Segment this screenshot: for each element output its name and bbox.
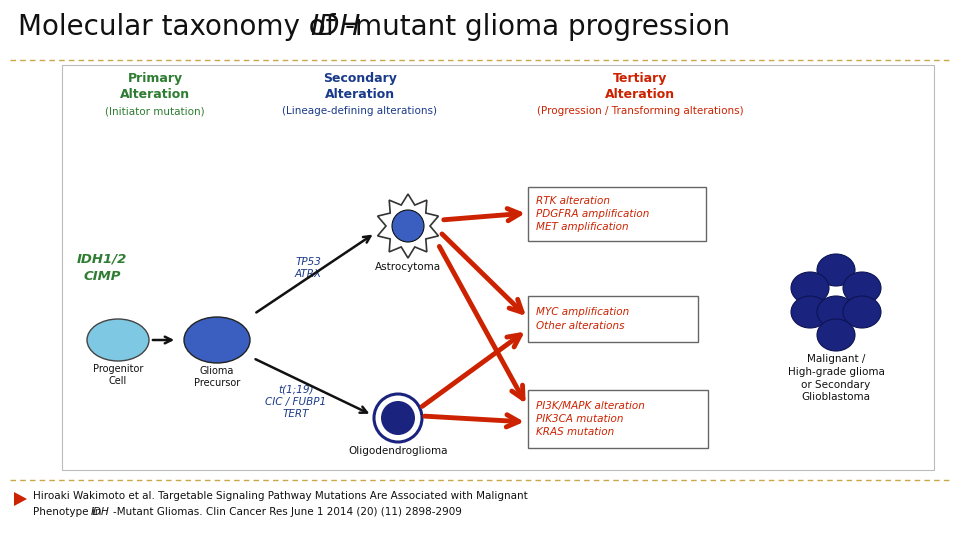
Text: RTK alteration
PDGFRA amplification
MET amplification: RTK alteration PDGFRA amplification MET … <box>536 196 649 232</box>
FancyBboxPatch shape <box>528 187 706 241</box>
Text: (Initiator mutation): (Initiator mutation) <box>106 106 204 116</box>
Text: Hiroaki Wakimoto et al. Targetable Signaling Pathway Mutations Are Associated wi: Hiroaki Wakimoto et al. Targetable Signa… <box>33 491 528 501</box>
Text: -mutant glioma progression: -mutant glioma progression <box>345 13 731 41</box>
Text: Progenitor
Cell: Progenitor Cell <box>93 364 143 386</box>
FancyBboxPatch shape <box>528 390 708 448</box>
Text: Tertiary
Alteration: Tertiary Alteration <box>605 72 675 101</box>
Circle shape <box>374 394 422 442</box>
Ellipse shape <box>817 319 855 351</box>
Text: IDH1/2
CIMP: IDH1/2 CIMP <box>77 253 127 283</box>
Ellipse shape <box>843 272 881 304</box>
Text: TP53
ATRX: TP53 ATRX <box>295 257 322 279</box>
Text: IDH: IDH <box>91 507 109 517</box>
Text: Phenotype in: Phenotype in <box>33 507 105 517</box>
Polygon shape <box>377 194 439 258</box>
Ellipse shape <box>843 296 881 328</box>
Text: Malignant /
High-grade glioma
or Secondary
Glioblastoma: Malignant / High-grade glioma or Seconda… <box>787 354 884 402</box>
FancyBboxPatch shape <box>528 296 698 342</box>
Text: Primary
Alteration: Primary Alteration <box>120 72 190 101</box>
FancyBboxPatch shape <box>62 65 934 470</box>
Text: (Progression / Transforming alterations): (Progression / Transforming alterations) <box>537 106 743 116</box>
Text: Astrocytoma: Astrocytoma <box>375 262 441 272</box>
Circle shape <box>392 210 424 242</box>
Ellipse shape <box>817 296 855 328</box>
Text: Molecular taxonomy of: Molecular taxonomy of <box>18 13 345 41</box>
Ellipse shape <box>791 296 829 328</box>
Text: -Mutant Gliomas. Clin Cancer Res June 1 2014 (20) (11) 2898-2909: -Mutant Gliomas. Clin Cancer Res June 1 … <box>113 507 462 517</box>
Text: Glioma
Precursor: Glioma Precursor <box>194 366 240 388</box>
Text: t(1;19)
CIC / FUBP1
TERT: t(1;19) CIC / FUBP1 TERT <box>265 384 326 420</box>
Ellipse shape <box>87 319 149 361</box>
Text: MYC amplification
Other alterations: MYC amplification Other alterations <box>536 307 629 330</box>
Ellipse shape <box>817 254 855 286</box>
Text: IDH: IDH <box>310 13 360 41</box>
Text: Oligodendroglioma: Oligodendroglioma <box>348 446 447 456</box>
Text: PI3K/MAPK alteration
PIK3CA mutation
KRAS mutation: PI3K/MAPK alteration PIK3CA mutation KRA… <box>536 401 645 437</box>
Ellipse shape <box>184 317 250 363</box>
Polygon shape <box>14 492 27 506</box>
Text: (Lineage-defining alterations): (Lineage-defining alterations) <box>282 106 438 116</box>
Circle shape <box>381 401 415 435</box>
Text: Secondary
Alteration: Secondary Alteration <box>324 72 396 101</box>
Ellipse shape <box>791 272 829 304</box>
